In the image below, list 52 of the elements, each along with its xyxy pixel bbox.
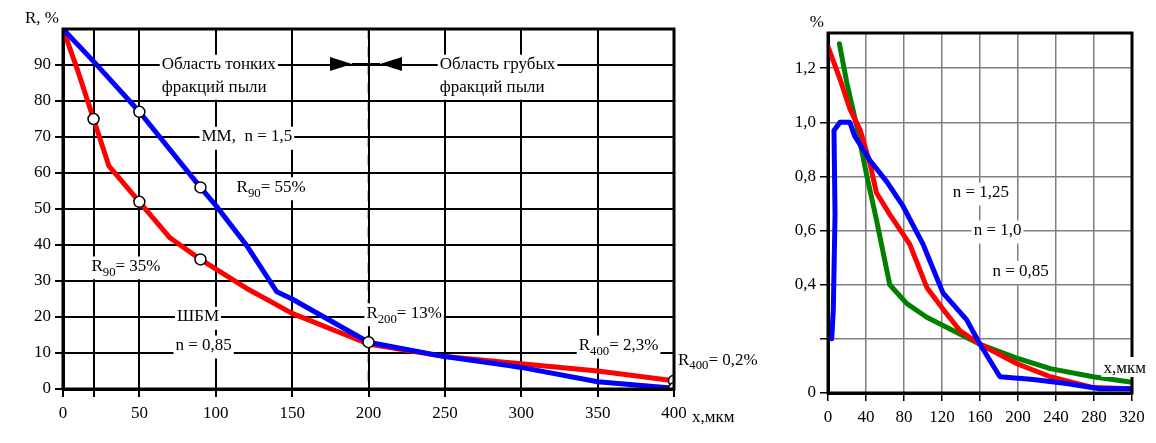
y-tick-label: 90: [34, 54, 51, 74]
point: [133, 195, 146, 209]
annotation: Область тонких фракций пыли: [161, 54, 277, 96]
y-tick-label: 80: [34, 90, 51, 110]
y-tick-label: 1,0: [794, 111, 816, 131]
y-axis-title: R, %: [25, 7, 59, 27]
x-tick-label: 300: [508, 402, 534, 422]
annotation: n = 1,25: [952, 182, 1010, 202]
y-tick-label: 10: [34, 342, 51, 362]
point: [87, 112, 100, 126]
y-tick-label: 0,6: [794, 220, 816, 240]
annotation: n = 1,0: [973, 220, 1022, 240]
x-tick-label: 0: [58, 402, 68, 422]
x-axis-title: x,мкм: [1103, 357, 1147, 377]
x-tick-label: 160: [967, 406, 993, 426]
y-tick-label: 0,8: [794, 165, 816, 185]
y-axis-title: %: [809, 11, 824, 31]
point: [362, 335, 375, 349]
annotation: Область грубых фракций пыли: [439, 54, 556, 96]
x-tick-label: 250: [432, 402, 458, 422]
point: [133, 105, 146, 119]
annotation: n = 0,85: [175, 335, 232, 355]
y-tick-label: 70: [34, 126, 51, 146]
x-tick-label: 50: [130, 402, 148, 422]
x-tick-label: 40: [857, 406, 875, 426]
x-tick-label: 120: [929, 406, 955, 426]
x-tick-label: 400: [661, 402, 687, 422]
x-tick-label: 100: [203, 402, 229, 422]
y-tick-label: 50: [34, 198, 51, 218]
x-tick-label: 150: [279, 402, 305, 422]
y-tick-label: 0: [807, 382, 816, 402]
annotation: ММ, n = 1,5: [201, 126, 293, 146]
x-tick-label: 350: [584, 402, 611, 422]
y-tick-label: 0: [42, 378, 51, 398]
x-tick-label: 0: [823, 406, 833, 426]
point: [194, 253, 207, 266]
y-tick-label: 30: [34, 270, 51, 290]
point: [194, 181, 207, 194]
annotation: ШБМ: [176, 306, 220, 326]
y-tick-label: 60: [34, 162, 51, 182]
x-tick-label: 320: [1119, 406, 1145, 426]
x-tick-label: 240: [1043, 406, 1069, 426]
x-axis-title: x,мкм: [692, 406, 735, 426]
x-tick-label: 200: [355, 402, 382, 422]
x-tick-label: 280: [1081, 406, 1107, 426]
x-tick-label: 200: [1005, 406, 1031, 426]
y-tick-label: 1,2: [794, 57, 816, 77]
y-tick-label: 0,4: [794, 274, 817, 294]
y-tick-label: 20: [34, 306, 51, 326]
annotation: n = 0,85: [992, 260, 1049, 280]
y-tick-label: 40: [34, 234, 51, 254]
x-tick-label: 80: [895, 406, 913, 426]
